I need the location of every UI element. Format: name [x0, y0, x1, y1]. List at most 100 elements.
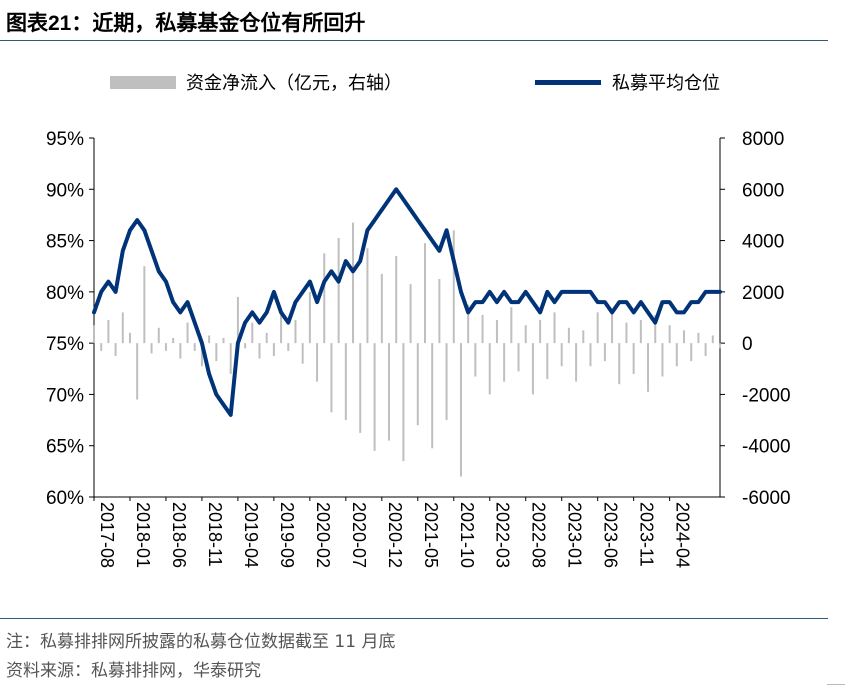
flow-bar	[200, 343, 203, 367]
flow-bar	[661, 343, 664, 377]
flow-bar	[93, 325, 95, 344]
x-axis-tick-label: 2023-01	[565, 502, 585, 568]
flow-bar	[287, 343, 290, 351]
right-axis-tick-label: 2000	[742, 283, 784, 304]
flow-bar	[697, 332, 700, 344]
source-note: 资料来源：私募排排网，华泰研究	[6, 661, 261, 681]
right-axis-tick-label: 0	[742, 334, 753, 355]
flow-bar	[330, 343, 333, 413]
left-axis-tick-label: 85%	[46, 232, 84, 253]
flow-bar	[128, 332, 131, 344]
legend-label-position: 私募平均仓位	[612, 73, 720, 94]
flow-bar	[236, 296, 239, 344]
flow-bar	[690, 343, 693, 362]
x-axis-tick-label: 2021-10	[457, 502, 477, 568]
flow-bar	[431, 343, 434, 449]
flow-bar	[244, 343, 247, 349]
flow-bar	[452, 230, 455, 344]
x-axis-tick-label: 2020-12	[385, 502, 405, 568]
flow-bar	[668, 325, 671, 344]
flow-bar	[503, 343, 506, 382]
flow-bar	[639, 320, 642, 344]
left-axis-tick-label: 90%	[46, 180, 84, 201]
flow-bar	[625, 322, 628, 344]
flow-bar	[647, 343, 650, 392]
x-axis-tick-label: 2023-11	[637, 502, 657, 567]
flow-bar	[654, 314, 657, 344]
figure-title-text: 近期，私募基金仓位有所回升	[92, 11, 366, 35]
right-axis-tick-label: -2000	[742, 385, 791, 406]
x-axis-tick-label: 2024-04	[673, 502, 693, 568]
flow-bar	[675, 343, 678, 367]
flow-bar	[524, 325, 527, 344]
x-axis-tick-label: 2023-06	[601, 502, 621, 568]
title-rule	[0, 40, 828, 41]
flow-bar	[409, 284, 412, 344]
position-line	[92, 187, 722, 417]
flow-bar	[272, 343, 275, 356]
flow-bar	[589, 343, 592, 367]
left-axis-tick-label: 80%	[46, 283, 84, 304]
flow-bar	[114, 343, 117, 356]
flow-bar	[683, 330, 686, 344]
flow-bar	[395, 255, 398, 344]
flow-bar	[107, 320, 110, 344]
x-axis-tick-label: 2020-07	[349, 502, 369, 568]
footer-rule	[0, 618, 828, 619]
flow-bar	[459, 343, 462, 477]
flow-bar	[136, 343, 139, 400]
flow-bar	[596, 312, 599, 344]
x-axis-tick-label: 2022-08	[529, 502, 549, 568]
flow-bar	[373, 343, 376, 451]
flow-bar	[352, 222, 355, 344]
flow-bar	[553, 312, 556, 344]
right-axis-tick-label: -6000	[742, 488, 791, 509]
flow-bar	[510, 307, 513, 344]
flow-bar	[711, 335, 714, 344]
right-axis-tick-label: -4000	[742, 437, 791, 458]
left-axis-tick-label: 60%	[46, 488, 84, 509]
flow-bar	[143, 266, 146, 344]
flow-bar	[546, 343, 549, 380]
flow-bar	[164, 343, 167, 351]
legend-swatch-flow	[110, 76, 176, 89]
right-axis-tick-label: 4000	[742, 232, 784, 253]
left-axis-tick-label: 65%	[46, 437, 84, 458]
flow-bar	[258, 343, 261, 359]
x-axis-tick-label: 2021-05	[421, 502, 441, 568]
x-axis-tick-label: 2018-01	[133, 502, 153, 568]
x-axis-tick-label: 2017-08	[97, 502, 117, 568]
flow-bar	[704, 343, 707, 356]
flow-bar	[294, 320, 297, 344]
flow-bar	[567, 327, 570, 344]
flow-bar	[488, 343, 491, 395]
flow-bar	[388, 343, 391, 441]
flow-bar	[539, 320, 542, 344]
legend-label-flow: 资金净流入（亿元，右轴）	[186, 73, 402, 94]
legend-swatch-position	[535, 80, 601, 85]
right-axis-tick-label: 8000	[742, 129, 784, 150]
x-axis-tick-label: 2018-06	[169, 502, 189, 568]
title-separator: ：	[71, 11, 93, 35]
flow-bar	[208, 335, 211, 344]
flow-bar	[179, 343, 182, 359]
flow-bar	[337, 238, 340, 344]
flow-bar	[531, 343, 534, 395]
flow-bar	[308, 291, 311, 344]
flow-bar	[251, 322, 254, 344]
flow-bar	[280, 314, 283, 344]
flow-bar	[344, 343, 347, 421]
x-axis-tick-label: 2019-04	[241, 502, 261, 568]
flow-bar	[100, 343, 103, 351]
flow-bar	[366, 248, 369, 344]
flow-bar	[719, 343, 721, 349]
flow-bar	[229, 343, 232, 374]
flow-bar	[150, 343, 153, 354]
flow-bar	[301, 343, 304, 364]
flow-bar	[582, 330, 585, 344]
flow-bar	[186, 322, 189, 344]
flow-bar	[423, 243, 426, 344]
flow-bar	[611, 309, 614, 344]
figure-number: 21	[48, 12, 72, 35]
x-axis-tick-label: 2022-03	[493, 502, 513, 568]
